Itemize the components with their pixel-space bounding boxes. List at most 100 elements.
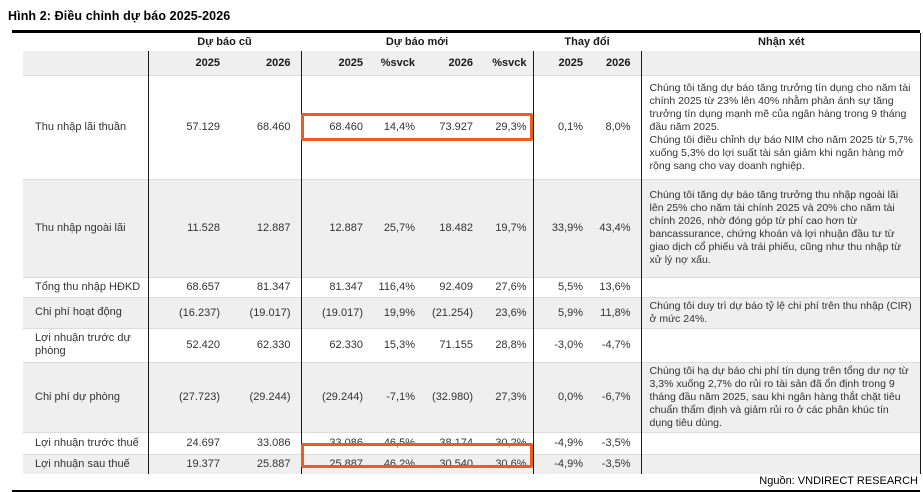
cell-comment — [641, 432, 921, 454]
cell-new-yoy-2026: 29,3% — [483, 75, 534, 179]
cell-old-2025: 24.697 — [186, 437, 220, 449]
cell-new-2026: 92.409 — [439, 281, 474, 293]
cell-chg-2026: 43,4% — [593, 179, 642, 277]
row-label: Lợi nhuận trước thuế — [23, 432, 149, 454]
cell-old-2025: 52.420 — [186, 339, 220, 351]
table-row-net-interest-income: Thu nhập lãi thuần 57.129 68.460 68.460 … — [23, 75, 921, 179]
year-header-new-yoy-2026: %svck — [483, 51, 534, 75]
table-row-provision-expenses: Chi phí dự phòng (27.723) (29.244) (29.2… — [23, 362, 921, 432]
cell-old-2025: (16.237) — [179, 306, 220, 319]
cell-old-2026: 81.347 — [230, 277, 302, 297]
cell-chg-2026: -6,7% — [593, 362, 642, 432]
year-header-spacer — [23, 51, 149, 75]
cell-comment — [641, 454, 921, 474]
cell-chg-2025: 33,9% — [551, 222, 584, 234]
row-label: Lợi nhuận trước dự phòng — [23, 328, 149, 362]
figure-title: Hình 2: Điều chỉnh dự báo 2025-2026 — [8, 9, 231, 23]
year-header-comment — [641, 51, 921, 75]
cell-comment: Chúng tôi duy trì dự báo tỷ lệ chi phí t… — [641, 297, 921, 328]
cell-comment — [641, 277, 921, 297]
year-header-old-2025: 2025 — [148, 51, 230, 75]
cell-new-2026: 71.155 — [439, 339, 474, 351]
cell-chg-2026: 11,8% — [593, 297, 642, 328]
cell-chg-2025: 0,1% — [557, 121, 584, 133]
cell-new-2025: 62.330 — [329, 339, 364, 351]
cell-chg-2026: 13,6% — [593, 277, 642, 297]
year-header-new-yoy-2025: %svck — [373, 51, 422, 75]
cell-new-2025: (29.244) — [322, 391, 364, 403]
cell-comment: Chúng tôi hạ dự báo chi phí tín dụng trê… — [641, 362, 921, 432]
cell-new-yoy-2026: 30,2% — [483, 432, 534, 454]
row-label: Tổng thu nhập HĐKD — [23, 277, 149, 297]
table-row-pre-provision-profit: Lợi nhuận trước dự phòng 52.420 62.330 6… — [23, 328, 921, 362]
cell-old-2025: 19.377 — [186, 458, 220, 471]
cell-new-yoy-2025: 46,2% — [383, 458, 416, 471]
cell-old-2025: 11.528 — [187, 222, 220, 234]
forecast-table-container: Dự báo cũ Dự báo mới Thay đổi Nhận xét 2… — [12, 30, 921, 492]
table-row-total-operating-income: Tổng thu nhập HĐKD 68.657 81.347 81.347 … — [23, 277, 921, 297]
cell-old-2026: 33.086 — [230, 432, 302, 454]
cell-old-2026: 12.887 — [230, 179, 302, 277]
cell-new-yoy-2026: 27,3% — [483, 362, 534, 432]
cell-chg-2026: -3,5% — [593, 454, 642, 474]
cell-comment — [641, 328, 921, 362]
cell-old-2025: 68.657 — [186, 281, 220, 293]
cell-chg-2025: 5,5% — [557, 281, 584, 293]
cell-old-2026: 25.887 — [230, 454, 302, 474]
cell-old-2026: (19.017) — [230, 297, 302, 328]
cell-new-yoy-2026: 27,6% — [483, 277, 534, 297]
cell-new-2025: 25.887 — [329, 458, 364, 471]
group-header-change: Thay đổi — [564, 36, 610, 48]
cell-new-yoy-2026: 30,6% — [483, 454, 534, 474]
cell-new-yoy-2025: 15,3% — [383, 339, 416, 351]
year-header-new-2025: 2025 — [301, 51, 374, 75]
cell-new-2026: 38.174 — [439, 437, 474, 449]
group-header-new-forecast: Dự báo mới — [385, 36, 449, 48]
cell-chg-2025: -4,9% — [554, 437, 584, 449]
cell-old-2025: 57.129 — [186, 121, 220, 133]
year-header-new-2026: 2026 — [421, 51, 484, 75]
cell-new-yoy-2026: 28,8% — [483, 328, 534, 362]
forecast-table: Dự báo cũ Dự báo mới Thay đổi Nhận xét 2… — [23, 33, 921, 474]
cell-new-2026: 30.540 — [439, 458, 474, 471]
group-header-old-forecast: Dự báo cũ — [197, 36, 252, 48]
cell-chg-2026: -3,5% — [593, 432, 642, 454]
cell-new-2025: 12.887 — [329, 222, 364, 234]
cell-chg-2025: 0,0% — [557, 391, 584, 403]
cell-new-yoy-2025: 116,4% — [378, 281, 416, 293]
cell-new-2025: 33.086 — [329, 437, 364, 449]
year-header-chg-2026: 2026 — [593, 51, 642, 75]
row-label: Thu nhập lãi thuần — [23, 75, 149, 179]
cell-new-yoy-2025: 14,4% — [383, 121, 416, 133]
cell-new-yoy-2025: 19,9% — [383, 306, 416, 319]
table-row-non-interest-income: Thu nhập ngoài lãi 11.528 12.887 12.887 … — [23, 179, 921, 277]
cell-chg-2026: 8,0% — [593, 75, 642, 179]
table-row-profit-after-tax: Lợi nhuận sau thuế 19.377 25.887 25.887 … — [23, 454, 921, 474]
cell-new-2026: (32.980) — [432, 391, 474, 403]
row-label: Thu nhập ngoài lãi — [23, 179, 149, 277]
group-header-row: Dự báo cũ Dự báo mới Thay đổi Nhận xét — [23, 33, 921, 51]
cell-new-yoy-2026: 23,6% — [483, 297, 534, 328]
table-row-profit-before-tax: Lợi nhuận trước thuế 24.697 33.086 33.08… — [23, 432, 921, 454]
group-header-spacer — [23, 33, 148, 51]
cell-new-yoy-2025: 25,7% — [383, 222, 416, 234]
cell-chg-2025: -3,0% — [554, 339, 584, 351]
cell-new-yoy-2025: 46,5% — [383, 437, 416, 449]
cell-chg-2025: -4,9% — [554, 458, 584, 471]
cell-old-2026: 68.460 — [230, 75, 302, 179]
cell-chg-2026: -4,7% — [593, 328, 642, 362]
cell-old-2026: (29.244) — [230, 362, 302, 432]
cell-new-2025: 81.347 — [329, 281, 364, 293]
cell-new-2026: (21.254) — [432, 306, 474, 319]
row-label: Lợi nhuận sau thuế — [23, 454, 149, 474]
year-header-chg-2025: 2025 — [533, 51, 594, 75]
cell-chg-2025: 5,9% — [557, 306, 584, 319]
cell-new-2026: 18.482 — [439, 222, 474, 234]
cell-new-2025: (19.017) — [322, 306, 364, 319]
cell-new-2026: 73.927 — [439, 121, 474, 133]
source-note: Nguồn: VNDIRECT RESEARCH — [759, 475, 918, 487]
year-header-old-2026: 2026 — [230, 51, 302, 75]
cell-comment: Chúng tôi tăng dự báo tăng trưởng tín dụ… — [641, 75, 921, 179]
group-header-comment: Nhận xét — [641, 33, 921, 51]
row-label: Chi phí dự phòng — [23, 362, 149, 432]
